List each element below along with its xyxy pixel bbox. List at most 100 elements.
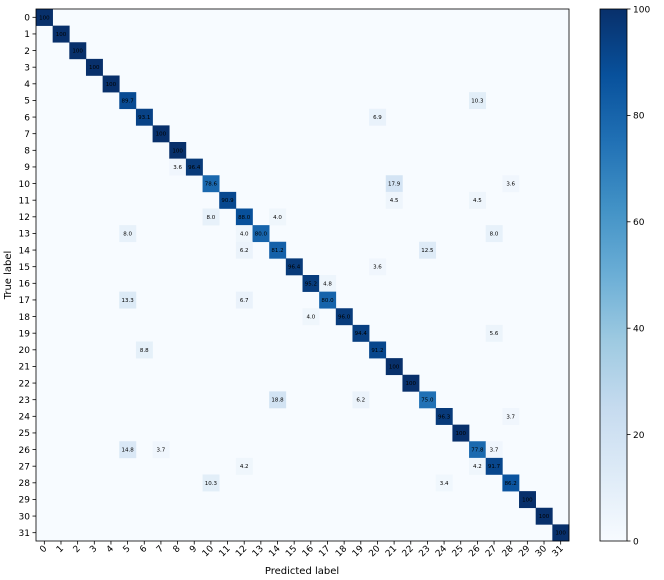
cell-value-label: 4.2 — [473, 464, 482, 470]
y-tick-label: 6 — [24, 113, 30, 123]
y-tick-label: 8 — [24, 147, 30, 157]
cell-value-label: 3.6 — [506, 182, 515, 188]
heatmap-cell — [352, 324, 370, 342]
cell-value-label: 5.6 — [490, 331, 499, 337]
heatmap-cell — [185, 158, 203, 176]
cell-value-label: 6.7 — [240, 298, 249, 304]
cell-value-label: 8.0 — [490, 231, 499, 237]
heatmap-cell — [352, 391, 370, 409]
cell-value-label: 4.5 — [473, 198, 482, 204]
cell-value-label: 3.7 — [506, 414, 515, 420]
heatmap-cell — [69, 42, 87, 60]
y-tick-label: 19 — [19, 329, 31, 339]
heatmap-cell — [535, 507, 553, 525]
heatmap-cell — [269, 241, 287, 259]
heatmap-cell — [419, 391, 437, 409]
cell-value-label: 3.7 — [490, 448, 499, 454]
cell-value-label: 10.3 — [471, 98, 484, 104]
cell-value-label: 81.2 — [271, 248, 283, 254]
y-tick-label: 0 — [24, 14, 30, 24]
cells-layer — [36, 9, 570, 542]
y-tick-label: 15 — [19, 263, 30, 273]
cell-value-label: 86.2 — [505, 481, 517, 487]
colorbar-tick-label: 100 — [633, 5, 650, 15]
x-tick-label: 30 — [534, 544, 549, 559]
cell-value-label: 80.0 — [255, 231, 268, 237]
plot-frame — [35, 8, 570, 542]
y-tick-label: 4 — [24, 80, 30, 90]
y-tick-label: 5 — [24, 97, 30, 107]
y-axis: 0123456789101112131415161718192021222324… — [19, 14, 36, 539]
heatmap-cell — [369, 258, 387, 276]
cell-value-label: 4.0 — [240, 231, 249, 237]
x-tick-label: 13 — [251, 544, 266, 559]
heatmap-cell — [119, 92, 137, 110]
heatmap-cell — [519, 491, 536, 509]
heatmap-cell — [169, 142, 187, 159]
heatmap-cell — [202, 474, 220, 492]
colorbar-ticks: 0 20 40 60 80 100 — [627, 5, 650, 547]
x-tick-label: 4 — [105, 544, 116, 555]
y-tick-label: 29 — [19, 496, 31, 506]
x-tick-label: 17 — [317, 544, 332, 559]
cell-value-label: 4.2 — [240, 464, 249, 470]
cell-value-label: 100 — [106, 82, 117, 88]
heatmap-cell — [269, 208, 287, 226]
heatmap-cell — [285, 258, 303, 276]
cell-value-label: 100 — [172, 148, 183, 154]
heatmap-cell — [119, 225, 137, 243]
cell-value-label: 3.7 — [157, 448, 166, 454]
cell-labels-layer: 100 100 100 100 100 89.7 10.3 93.1 6.9 100 100 3.6 9… — [39, 15, 566, 536]
x-tick-label: 24 — [434, 544, 449, 559]
cell-value-label: 93.1 — [138, 115, 150, 121]
heatmap-cell — [135, 341, 153, 359]
x-tick-label: 1 — [55, 544, 66, 555]
colorbar: 0 20 40 60 80 100 — [599, 5, 650, 547]
cell-value-label: 3.4 — [440, 481, 449, 487]
cell-value-label: 100 — [539, 514, 550, 520]
y-tick-label: 30 — [19, 512, 31, 522]
y-tick-label: 18 — [19, 313, 31, 323]
y-tick-label: 28 — [19, 479, 31, 489]
heatmap-cell — [419, 241, 437, 259]
y-tick-label: 11 — [19, 196, 30, 206]
heatmap-cell — [485, 441, 503, 459]
cell-value-label: 96.4 — [188, 165, 201, 171]
heatmap-cell — [302, 275, 320, 292]
heatmap-cell — [169, 158, 187, 176]
heatmap-cell — [369, 341, 387, 359]
cell-value-label: 8.8 — [140, 348, 149, 354]
x-tick-label: 19 — [351, 544, 366, 559]
y-tick-label: 22 — [19, 379, 30, 389]
heatmap-cell — [435, 408, 453, 425]
heatmap-cell — [235, 291, 253, 309]
cell-value-label: 78.6 — [205, 182, 218, 188]
heatmap-cell — [485, 225, 503, 243]
x-tick-label: 25 — [451, 544, 466, 559]
heatmap-cell — [385, 358, 403, 376]
x-tick-label: 18 — [334, 544, 349, 559]
cell-value-label: 91.2 — [371, 348, 383, 354]
heatmap-cell — [469, 441, 487, 459]
cell-value-label: 12.5 — [421, 248, 434, 254]
heatmap-cell — [385, 175, 403, 193]
colorbar-tick-label: 0 — [633, 537, 639, 547]
cell-value-label: 100 — [522, 497, 533, 503]
heatmap-cell — [52, 25, 70, 43]
cell-value-label: 77.8 — [471, 448, 484, 454]
cell-value-label: 100 — [156, 132, 167, 138]
cell-value-label: 3.6 — [373, 265, 382, 271]
x-tick-label: 9 — [188, 544, 199, 555]
colorbar-tick-label: 20 — [633, 431, 645, 441]
x-tick-label: 14 — [267, 544, 282, 559]
heatmap-cell — [219, 191, 237, 209]
x-tick-label: 12 — [234, 544, 249, 559]
x-tick-label: 5 — [122, 544, 133, 555]
cell-value-label: 100 — [89, 65, 100, 71]
y-tick-label: 12 — [19, 213, 30, 223]
heatmap-cell — [102, 75, 120, 93]
matrix-area: 100 100 100 100 100 89.7 10.3 93.1 6.9 100 100 3.6 9… — [35, 8, 570, 542]
x-tick-label: 23 — [417, 544, 432, 559]
cell-value-label: 17.9 — [388, 182, 401, 188]
